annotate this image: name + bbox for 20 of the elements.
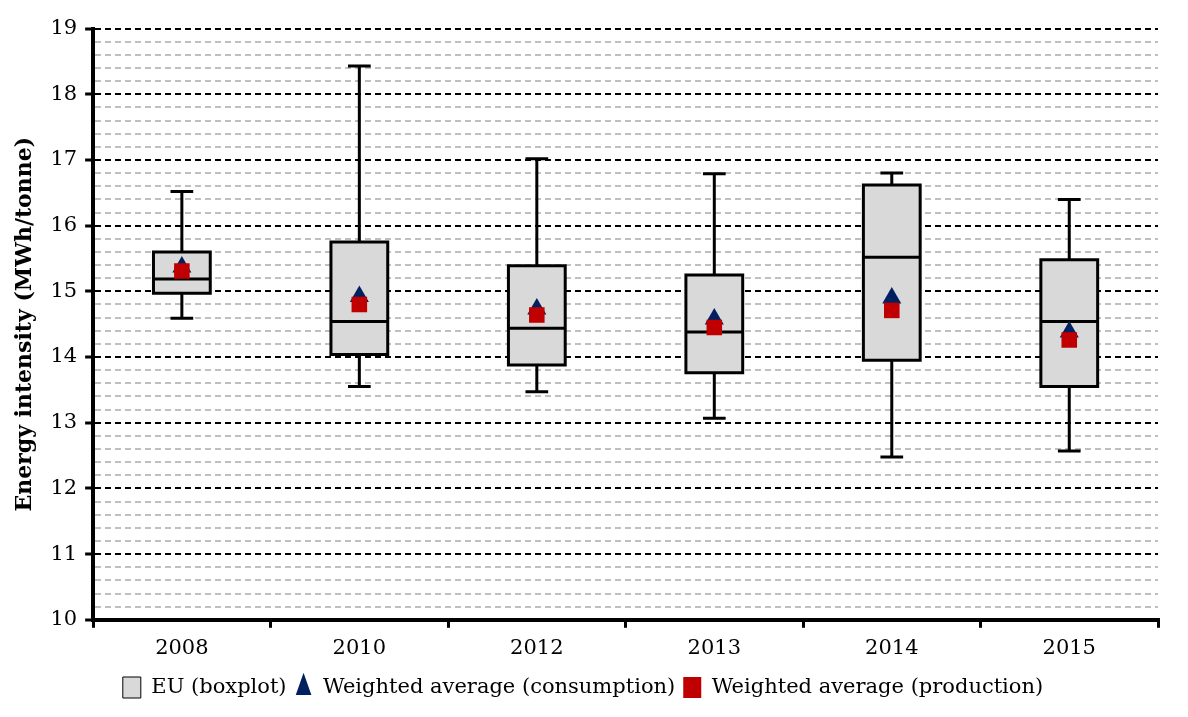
legend-label: Weighted average (consumption) <box>323 673 676 698</box>
y-tick-label: 17 <box>50 146 78 171</box>
y-tick-label: 14 <box>50 343 78 368</box>
y-tick-label: 11 <box>50 540 78 565</box>
y-tick-label: 13 <box>50 409 78 434</box>
y-tick-label: 16 <box>50 212 78 237</box>
x-tick-label: 2012 <box>510 634 564 659</box>
y-tick-label: 15 <box>50 277 78 302</box>
y-tick-label: 12 <box>50 474 78 499</box>
legend-label: EU (boxplot) <box>151 673 287 698</box>
y-tick-label: 18 <box>50 80 78 105</box>
y-axis-title: Energy intensity (MWh/tonne) <box>9 136 36 512</box>
x-tick-label: 2008 <box>155 634 209 659</box>
x-tick-label: 2013 <box>687 634 742 659</box>
x-tick-label: 2010 <box>332 634 387 659</box>
x-tick-label: 2015 <box>1042 634 1096 659</box>
legend-label: Weighted average (production) <box>711 673 1044 698</box>
y-tick-label: 10 <box>50 606 78 631</box>
x-tick-label: 2014 <box>865 634 919 659</box>
y-tick-label: 19 <box>50 15 78 40</box>
